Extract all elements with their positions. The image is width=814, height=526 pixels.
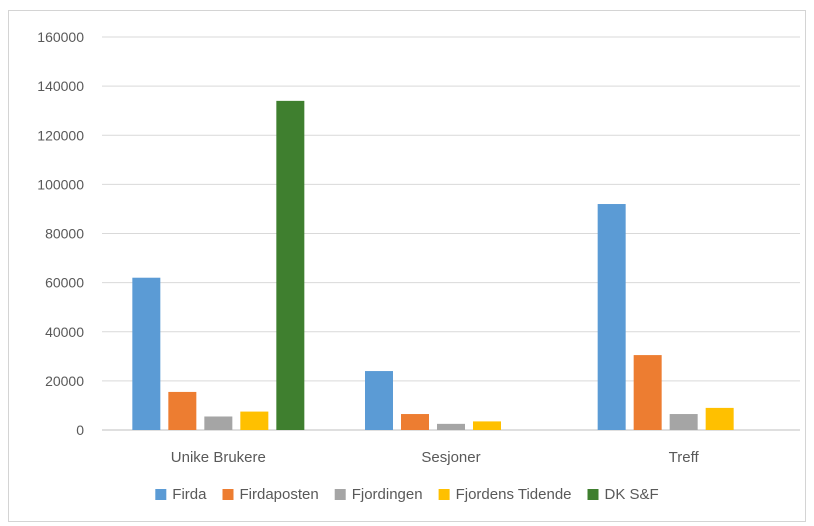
bar-fjordens-tidende-sesjoner xyxy=(473,421,501,430)
y-tick-label: 40000 xyxy=(45,324,84,340)
bar-firdaposten-unike-brukere xyxy=(168,391,197,430)
bar-fjordens-tidende-unike-brukere xyxy=(240,411,269,430)
y-tick-label: 60000 xyxy=(45,275,84,291)
legend-label: Fjordens Tidende xyxy=(456,486,572,503)
legend-swatch xyxy=(334,489,346,500)
legend-item: Fjordens Tidende xyxy=(438,486,572,503)
legend-item: DK S&F xyxy=(587,486,659,503)
legend-swatch xyxy=(155,489,167,500)
x-tick-label: Treff xyxy=(669,449,700,466)
x-tick-label: Unike Brukere xyxy=(171,449,266,466)
y-tick-label: 0 xyxy=(76,422,84,438)
legend: Firda Firdaposten Fjordingen Fjordens Tiden… xyxy=(155,486,659,503)
y-tick-label: 120000 xyxy=(37,127,84,143)
y-tick-label: 80000 xyxy=(45,226,84,242)
legend-item: Fjordingen xyxy=(334,486,423,503)
gridlines xyxy=(102,36,800,431)
bar-fjordens-tidende-treff xyxy=(705,407,734,430)
bar-firdaposten-sesjoner xyxy=(401,414,429,430)
bar-dk-s-f-unike-brukere xyxy=(276,100,305,431)
x-axis-ticks: Unike Brukere Sesjoner Treff xyxy=(171,449,700,466)
bars xyxy=(132,100,734,431)
bar-fjordingen-treff xyxy=(669,414,698,430)
legend-item: Firdaposten xyxy=(222,486,319,503)
x-tick-label: Sesjoner xyxy=(421,449,480,466)
legend-swatch xyxy=(438,489,450,500)
y-tick-label: 160000 xyxy=(37,29,84,45)
bar-firdaposten-treff xyxy=(633,355,662,430)
y-tick-label: 140000 xyxy=(37,78,84,94)
legend-swatch xyxy=(222,489,234,500)
bar-firda-sesjoner xyxy=(365,371,393,430)
legend-label: DK S&F xyxy=(605,486,659,503)
legend-label: Fjordingen xyxy=(352,486,423,503)
chart-frame xyxy=(8,10,806,522)
bar-firda-unike-brukere xyxy=(132,277,161,430)
legend-label: Firdaposten xyxy=(239,486,318,503)
y-axis-ticks: 0 20000 40000 60000 80000 100000 120000 140000 1… xyxy=(37,29,84,438)
bar-fjordingen-unike-brukere xyxy=(204,416,233,430)
legend-item: Firda xyxy=(155,486,207,503)
y-tick-label: 20000 xyxy=(45,373,84,389)
y-tick-label: 100000 xyxy=(37,176,84,192)
legend-swatch xyxy=(587,489,599,500)
bar-firda-treff xyxy=(597,204,626,430)
legend-label: Firda xyxy=(172,486,207,503)
bar-fjordingen-sesjoner xyxy=(437,423,465,430)
